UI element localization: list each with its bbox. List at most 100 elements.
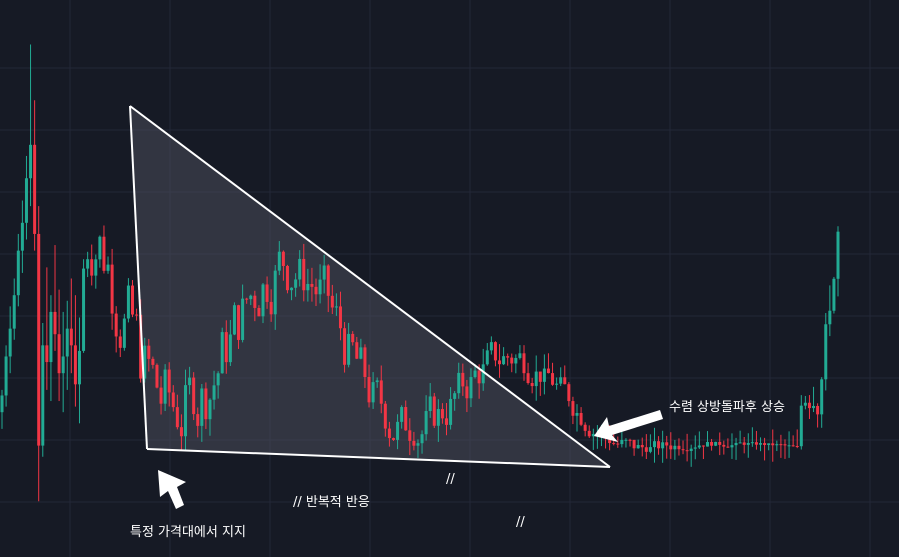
candle-body — [49, 311, 53, 363]
candle-body — [534, 371, 538, 387]
candle-body — [167, 369, 171, 393]
candle-body — [400, 407, 404, 422]
candle-body — [155, 364, 159, 388]
candle-body — [314, 286, 318, 295]
candle-body — [807, 402, 811, 409]
candle-body — [779, 444, 783, 446]
triangle-support-line — [146, 448, 611, 468]
candle-body — [90, 259, 94, 276]
candle-body — [379, 380, 383, 404]
candle-body — [196, 414, 200, 426]
candle-body — [16, 250, 20, 296]
candle-body — [306, 283, 310, 291]
candle-body — [126, 285, 130, 319]
candle-body — [265, 284, 269, 302]
candle-body — [726, 446, 730, 448]
candle-body — [122, 318, 126, 348]
candle-body — [477, 370, 481, 384]
candle-body — [795, 446, 799, 448]
candle-body — [591, 433, 595, 437]
candle-body — [273, 270, 277, 315]
candle-body — [37, 233, 41, 446]
candle-body — [652, 441, 656, 448]
candle-body — [228, 334, 232, 363]
candle-body — [587, 430, 591, 437]
candle-body — [330, 295, 334, 308]
candle-body — [730, 445, 734, 448]
candle-body — [502, 356, 506, 365]
candle-body — [351, 333, 355, 343]
candle-body — [224, 332, 228, 363]
candle-body — [257, 307, 261, 317]
candle-body — [787, 445, 791, 447]
reaction-mark-label-2: // — [516, 515, 525, 530]
candle-body — [359, 347, 363, 359]
candle-body — [436, 409, 440, 426]
candle-body — [522, 353, 526, 374]
breakout-label: 수렴 상방돌파후 상승 — [669, 400, 785, 415]
candle-body — [465, 386, 469, 399]
candle-body — [188, 377, 192, 386]
candle-body — [583, 424, 587, 431]
candle-body — [828, 310, 832, 325]
candle-body — [803, 402, 807, 406]
candle-body — [192, 377, 196, 415]
candle-body — [481, 364, 485, 384]
candle-body — [387, 428, 391, 439]
candle-body — [65, 328, 69, 357]
triangle-left-edge — [129, 105, 148, 450]
candle-body — [538, 371, 542, 382]
candle-body — [383, 403, 387, 429]
candle-body — [449, 398, 453, 425]
candle-body — [212, 385, 216, 400]
candle-body — [677, 445, 681, 450]
candle-body — [783, 444, 787, 446]
candle-body — [661, 442, 665, 449]
candle-body — [102, 236, 106, 271]
candle-body — [706, 442, 710, 447]
candle-body — [53, 311, 57, 335]
candle-body — [175, 407, 179, 428]
candle-body — [285, 265, 289, 291]
candle-body — [371, 382, 375, 403]
candle-body — [734, 442, 738, 446]
candle-body — [253, 295, 257, 308]
candle-body — [29, 144, 33, 179]
candle-body — [693, 447, 697, 449]
candle-body — [506, 356, 510, 358]
candle-body — [179, 427, 183, 437]
candle-body — [673, 445, 677, 450]
breakout-arrow — [594, 410, 663, 442]
candle-body — [41, 345, 45, 446]
candle-body — [816, 405, 820, 415]
candle-body — [530, 382, 534, 387]
candles-layer — [0, 44, 840, 502]
candle-body — [812, 405, 816, 409]
candle-body — [367, 376, 371, 403]
candle-body — [648, 447, 652, 452]
candle-body — [355, 342, 359, 359]
candle-body — [45, 345, 49, 363]
candle-body — [216, 373, 220, 386]
candle-body — [489, 342, 493, 351]
candle-body — [404, 407, 408, 431]
candle-body — [453, 393, 457, 399]
candle-body — [143, 345, 147, 379]
candle-body — [73, 345, 77, 385]
candle-body — [208, 399, 212, 420]
candle-body — [322, 265, 326, 280]
candle-body — [294, 279, 298, 288]
candle-body — [69, 328, 73, 346]
candle-body — [571, 401, 575, 416]
candle-body — [836, 231, 840, 279]
candle-body — [245, 298, 249, 300]
candle-body — [420, 434, 424, 444]
candle-body — [334, 306, 338, 308]
candle-body — [685, 450, 689, 452]
candle-body — [620, 439, 624, 445]
support-arrow-icon — [158, 470, 186, 509]
candle-body — [424, 411, 428, 435]
candle-body — [139, 314, 143, 379]
candle-body — [681, 449, 685, 451]
